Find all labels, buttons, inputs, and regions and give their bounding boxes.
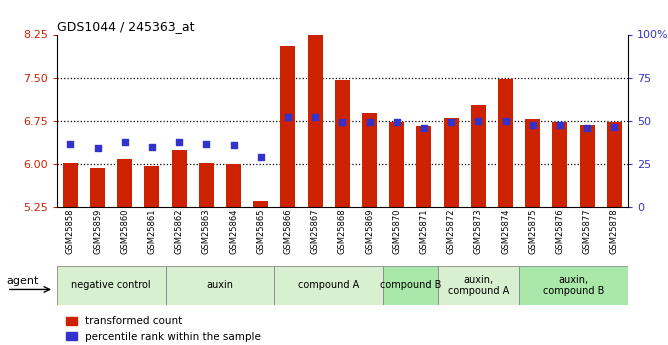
Bar [552, 122, 567, 207]
Bar [144, 166, 160, 207]
Bar [438, 266, 519, 305]
Bar [335, 80, 350, 207]
Text: agent: agent [7, 276, 39, 286]
Bar [253, 201, 269, 207]
Point [609, 124, 620, 129]
Bar [389, 122, 404, 207]
Bar [63, 163, 78, 207]
Point [120, 139, 130, 145]
Point [65, 141, 75, 147]
Bar [525, 119, 540, 207]
Bar [444, 118, 459, 207]
Point [201, 141, 212, 147]
Text: compound B: compound B [379, 280, 441, 290]
Point [255, 154, 266, 160]
Point [92, 145, 103, 150]
Point [228, 142, 239, 148]
Point [473, 118, 484, 124]
Bar [607, 122, 622, 207]
Bar [580, 125, 595, 207]
Point [446, 120, 456, 125]
Point [528, 122, 538, 128]
Text: negative control: negative control [71, 280, 151, 290]
Bar [275, 266, 383, 305]
Bar [308, 14, 323, 207]
Point [419, 126, 430, 131]
Bar [519, 266, 628, 305]
Text: auxin,
compound B: auxin, compound B [543, 275, 605, 296]
Point [283, 114, 293, 119]
Bar [57, 266, 166, 305]
Point [364, 120, 375, 125]
Point [174, 139, 184, 145]
Text: auxin: auxin [206, 280, 233, 290]
Text: auxin,
compound A: auxin, compound A [448, 275, 509, 296]
Bar [471, 105, 486, 207]
Point [337, 120, 347, 125]
Bar [281, 46, 295, 207]
Point [500, 118, 511, 124]
Text: GDS1044 / 245363_at: GDS1044 / 245363_at [57, 20, 194, 33]
Bar [362, 113, 377, 207]
Bar [118, 159, 132, 207]
Bar [90, 168, 105, 207]
Bar [416, 127, 432, 207]
Bar [383, 266, 438, 305]
Bar [226, 164, 241, 207]
Point [582, 126, 593, 131]
Text: compound A: compound A [298, 280, 359, 290]
Legend: transformed count, percentile rank within the sample: transformed count, percentile rank withi… [62, 312, 265, 345]
Bar [166, 266, 275, 305]
Point [554, 122, 565, 128]
Bar [172, 149, 186, 207]
Point [147, 144, 158, 149]
Bar [498, 79, 513, 207]
Point [391, 120, 402, 125]
Point [310, 114, 321, 119]
Bar [199, 163, 214, 207]
